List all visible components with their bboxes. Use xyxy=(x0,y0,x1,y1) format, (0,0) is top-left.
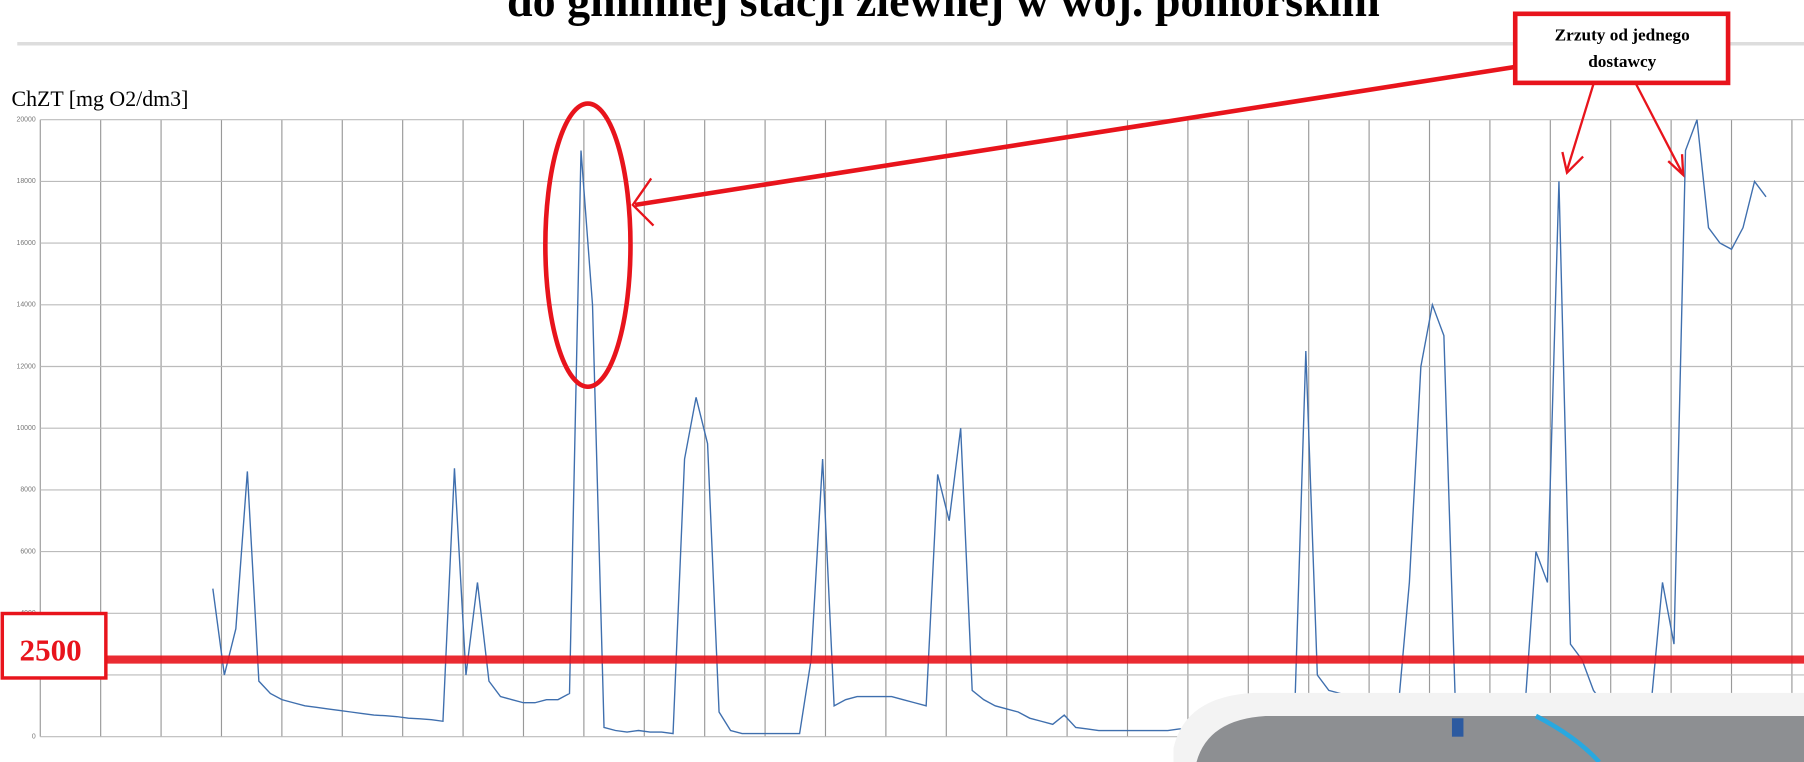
y-tick-label: 20000 xyxy=(16,117,35,124)
arrow xyxy=(1567,84,1593,170)
annotation: dostawcy xyxy=(1588,52,1656,71)
y-tick-label: 0 xyxy=(32,734,36,741)
y-tick-label: 18000 xyxy=(16,178,35,185)
chart-title: do gminnej stacji zlewnej w woj. pomorsk… xyxy=(507,0,1380,26)
arrow xyxy=(1636,84,1682,173)
y-tick-label: 8000 xyxy=(20,487,35,494)
y-tick-label: 16000 xyxy=(16,240,35,247)
photo-image xyxy=(1197,716,1804,762)
y-tick-label: 6000 xyxy=(20,548,35,555)
y-axis-label: ChZT [mg O2/dm3] xyxy=(12,87,189,111)
chart: 0200040006000800010000120001400016000180… xyxy=(0,0,1804,762)
annotation: Zrzuty od jednego xyxy=(1555,25,1690,44)
y-tick-label: 14000 xyxy=(16,302,35,309)
annotation-box xyxy=(1515,14,1728,83)
data-line xyxy=(213,120,1766,734)
y-tick-label: 10000 xyxy=(16,425,35,432)
arrow xyxy=(635,67,1516,205)
threshold-label: 2500 xyxy=(20,633,82,668)
page: {"chart_data": {"type": "line", "title":… xyxy=(0,0,1804,762)
photo xyxy=(1174,693,1804,762)
grid: 0200040006000800010000120001400016000180… xyxy=(16,117,1804,741)
photo-detail xyxy=(1452,718,1464,736)
y-tick-label: 12000 xyxy=(16,363,35,370)
plot xyxy=(106,120,1804,734)
arrow-head xyxy=(1668,154,1683,175)
